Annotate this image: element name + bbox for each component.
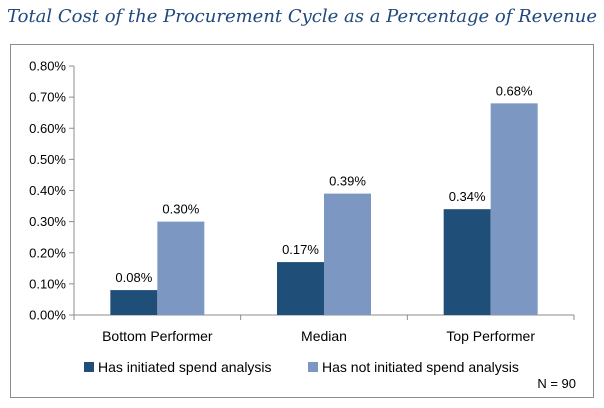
data-label: 0.30% [162, 202, 199, 217]
data-label: 0.68% [496, 83, 533, 98]
y-tick-label: 0.50% [29, 152, 66, 167]
bar-not-initiated [490, 103, 538, 315]
bar-initiated [110, 290, 158, 315]
y-tick-label: 0.00% [29, 308, 66, 323]
data-label: 0.08% [115, 270, 152, 285]
data-label: 0.39% [329, 174, 366, 189]
category-labels: Bottom Performer Median Top Performer [102, 328, 535, 344]
y-tick-label: 0.30% [29, 214, 66, 229]
chart-frame [10, 44, 594, 398]
legend-label: Has initiated spend analysis [98, 359, 272, 375]
legend: Has initiated spend analysis Has not init… [84, 359, 519, 375]
y-tick-label: 0.70% [29, 90, 66, 105]
legend-swatch [308, 362, 318, 372]
data-labels: 0.08% 0.17% 0.34% 0.30% 0.39% 0.68% [115, 83, 533, 285]
bar-initiated [443, 209, 491, 315]
y-tick-label: 0.60% [29, 121, 66, 136]
x-category-label: Bottom Performer [102, 328, 213, 344]
legend-label: Has not initiated spend analysis [322, 359, 519, 375]
data-label: 0.17% [282, 242, 319, 257]
y-tick-label: 0.80% [29, 59, 66, 74]
bar-not-initiated [324, 193, 371, 315]
bar-not-initiated [157, 221, 205, 315]
y-axis-ticks: 0.00% 0.10% 0.20% 0.30% 0.40% 0.50% 0.60% 0.70%… [29, 59, 74, 323]
data-label: 0.34% [449, 189, 486, 204]
chart-title: Total Cost of the Procurement Cycle as a… [7, 6, 597, 27]
y-tick-label: 0.40% [29, 183, 66, 198]
y-tick-label: 0.10% [29, 276, 66, 291]
x-category-label: Top Performer [446, 328, 535, 344]
bar-initiated [277, 262, 324, 315]
y-tick-label: 0.20% [29, 245, 66, 260]
legend-swatch [84, 362, 94, 372]
bars [110, 103, 538, 315]
sample-size-annotation: N = 90 [537, 376, 576, 391]
x-category-label: Median [301, 328, 347, 344]
